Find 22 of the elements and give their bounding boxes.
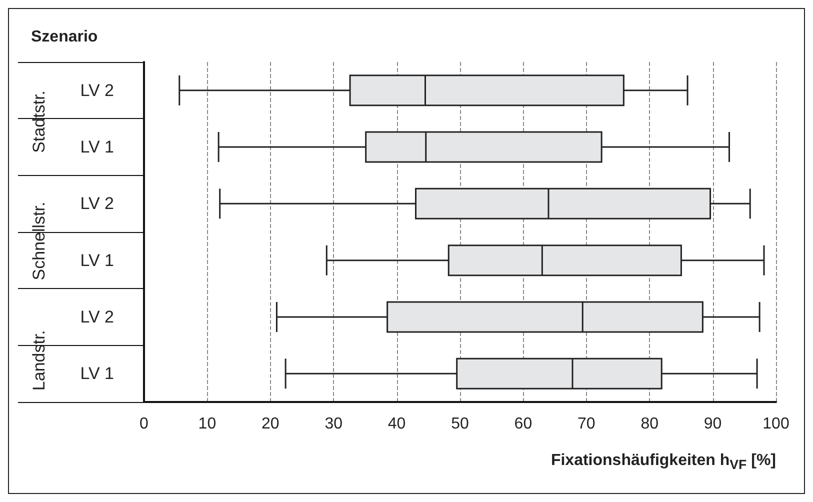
x-tick-label: 100: [762, 416, 790, 432]
y-tick-label: LV 2: [80, 80, 114, 100]
x-axis-title: Fixationshäufigkeiten h$_{VF}$ [%]: [550, 452, 776, 472]
x-tick-label: 10: [198, 416, 216, 432]
x-tick-label: 30: [324, 416, 343, 432]
y-tick-label: LV 1: [80, 250, 114, 270]
text: Landstr.: [30, 330, 48, 391]
x-tick-label: 70: [578, 416, 596, 432]
x-tick-label: 60: [514, 416, 532, 432]
y-tick-label: LV 1: [80, 364, 114, 384]
x-tick-label: 50: [451, 416, 469, 432]
x-tick-label: 20: [262, 416, 280, 432]
y-axis-title: Szenario: [31, 28, 98, 46]
y-tick-label: LV 1: [80, 138, 114, 156]
y-tick-label: LV 2: [80, 308, 114, 326]
x-tick-label: 0: [140, 416, 149, 432]
text: Stadtstr.: [30, 90, 48, 153]
x-tick-label: 40: [388, 416, 406, 432]
text: Schnellstr.: [30, 202, 48, 280]
y-tick-label: LV 2: [80, 194, 114, 214]
x-tick-label: 80: [640, 416, 659, 432]
x-tick-label: 90: [704, 416, 722, 432]
